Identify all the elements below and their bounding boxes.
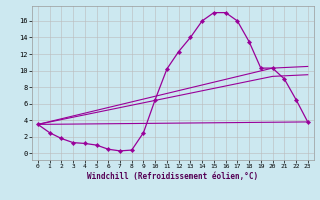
X-axis label: Windchill (Refroidissement éolien,°C): Windchill (Refroidissement éolien,°C) [87,172,258,181]
